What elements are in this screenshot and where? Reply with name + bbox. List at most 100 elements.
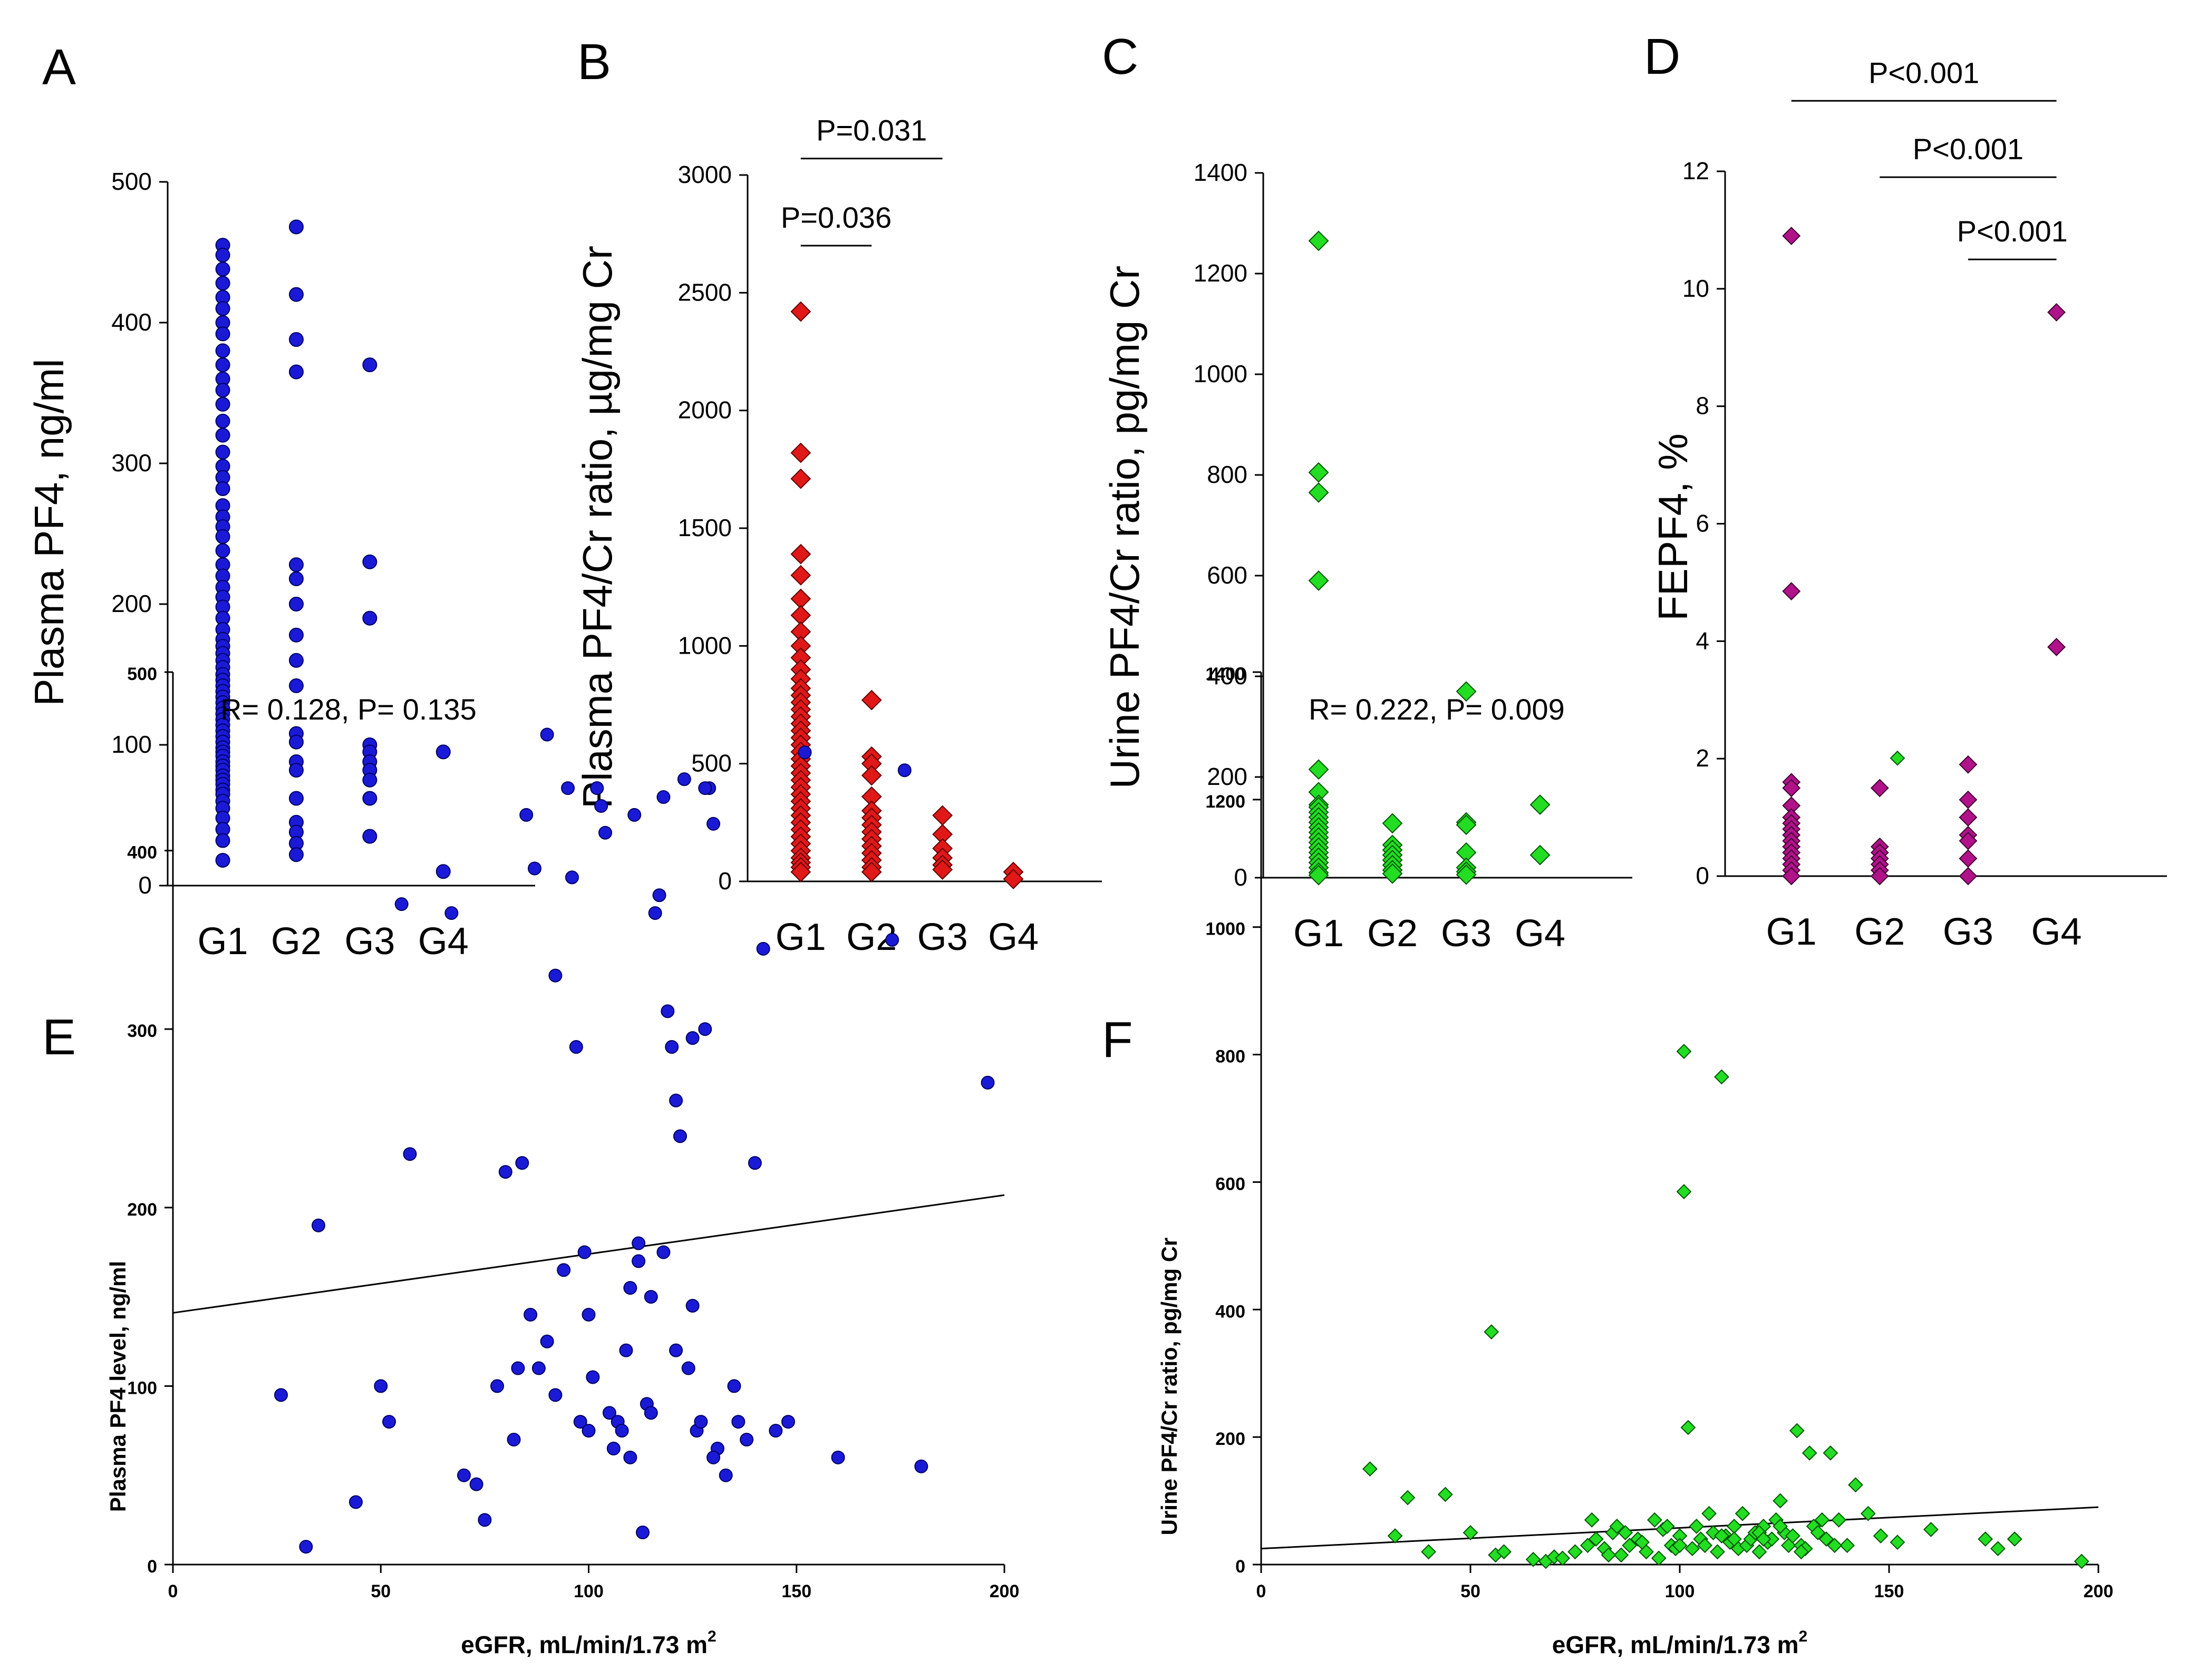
data-point [1308,482,1329,503]
data-point [2047,638,2066,656]
data-point [215,428,230,443]
y-tick-label: 2500 [678,278,732,306]
y-tick-label: 3000 [678,161,732,188]
data-point [362,554,377,569]
x-axis-label-superscript: 2 [708,1628,717,1645]
data-point [1382,813,1403,834]
data-point [790,442,811,463]
data-point [215,543,230,558]
data-point [1308,462,1329,483]
data-point [1713,1528,1729,1543]
data-point [1308,865,1329,886]
y-axis-label: Plasma PF4/Cr ratio, µg/mg Cr [574,246,621,809]
data-point [540,727,554,742]
y-tick-label: 200 [1207,763,1247,790]
data-point [1870,779,1889,798]
data-point [706,1450,721,1464]
chart-panel-d: D 0 2 4 6 8 10 12 FEPF4, % G1 G2 G3 G4 P<0.001 P<0.001… [1644,28,2167,953]
x-category-label: G2 [1854,911,1905,953]
y-tick-label: 0 [1696,862,1709,889]
x-tick-label: 200 [2084,1581,2114,1601]
data-point [1870,867,1889,886]
data-point [885,933,899,947]
data-point [362,829,377,844]
data-point [1831,1512,1847,1528]
y-axis-label: FEPF4, % [1650,433,1696,620]
y-tick-label: 8 [1696,392,1709,420]
data-point [1525,1551,1541,1567]
data-point [577,1245,592,1259]
data-point [1456,814,1477,836]
y-tick-label: 0 [147,1557,157,1577]
data-point [1684,1541,1700,1557]
data-point [288,219,304,235]
x-tick-label: 150 [781,1581,811,1601]
data-point [288,287,304,302]
y-tick-label: 12 [1682,157,1709,184]
data-point [731,1415,746,1429]
y-tick-label: 1500 [678,514,732,541]
correlation-stat-text: R= 0.222, P= 0.009 [1309,693,1565,726]
y-tick-label: 500 [127,664,157,684]
data-point [1456,681,1477,702]
data-point [798,745,812,760]
data-point [632,1236,646,1250]
data-point [790,861,811,882]
data-point [288,763,304,778]
data-point [1756,1531,1771,1547]
data-point [1400,1490,1416,1506]
data-point [274,1388,288,1402]
y-tick-label: 300 [127,1021,157,1041]
data-point [435,744,451,760]
y-axis-label: Plasma PF4 level, ng/ml [105,1261,130,1512]
data-point [498,1165,512,1179]
data-point [1751,1544,1767,1560]
data-point [362,610,377,626]
data-point [831,1450,845,1464]
data-point [861,861,882,882]
data-point [656,1245,671,1259]
data-point [1003,869,1024,889]
data-point [1308,570,1329,591]
panel-label: B [577,34,611,90]
x-tick-label: 100 [574,1581,604,1601]
data-point [1782,227,1801,245]
y-tick-label: 800 [1207,461,1247,488]
significance-label: P<0.001 [1957,215,2068,248]
y-tick-label: 1400 [1205,664,1245,684]
data-point [435,864,451,879]
data-point [1529,794,1551,815]
y-tick-label: 0 [138,871,152,899]
y-tick-label: 100 [111,731,152,758]
data-point [2007,1531,2022,1547]
data-point [590,781,604,795]
panel-label: D [1644,28,1680,85]
x-category-label: G4 [2031,911,2081,953]
y-tick-label: 1200 [1205,792,1245,812]
data-point [515,1156,529,1170]
data-point [1827,1538,1843,1553]
x-category-label: G4 [418,920,469,963]
data-point [1676,1184,1692,1199]
data-point [561,781,575,795]
data-point [1890,750,1905,766]
data-point [311,1218,325,1232]
x-category-label: G2 [1367,912,1418,955]
y-axis-label: Urine PF4/Cr ratio, pg/mg Cr [1157,1238,1182,1536]
data-point [932,805,953,826]
data-point [444,906,459,920]
x-axis-label: eGFR, mL/min/1.73 m2 [461,1628,716,1658]
y-tick-label: 200 [127,1200,157,1220]
y-tick-label: 300 [111,449,152,477]
data-point [1618,1525,1633,1540]
data-point [215,276,230,291]
data-point [288,364,304,380]
data-point [215,247,230,263]
data-point [557,1263,571,1277]
data-point [790,565,811,586]
data-point [661,1004,675,1018]
data-point [382,1415,396,1429]
data-point [1782,582,1801,601]
